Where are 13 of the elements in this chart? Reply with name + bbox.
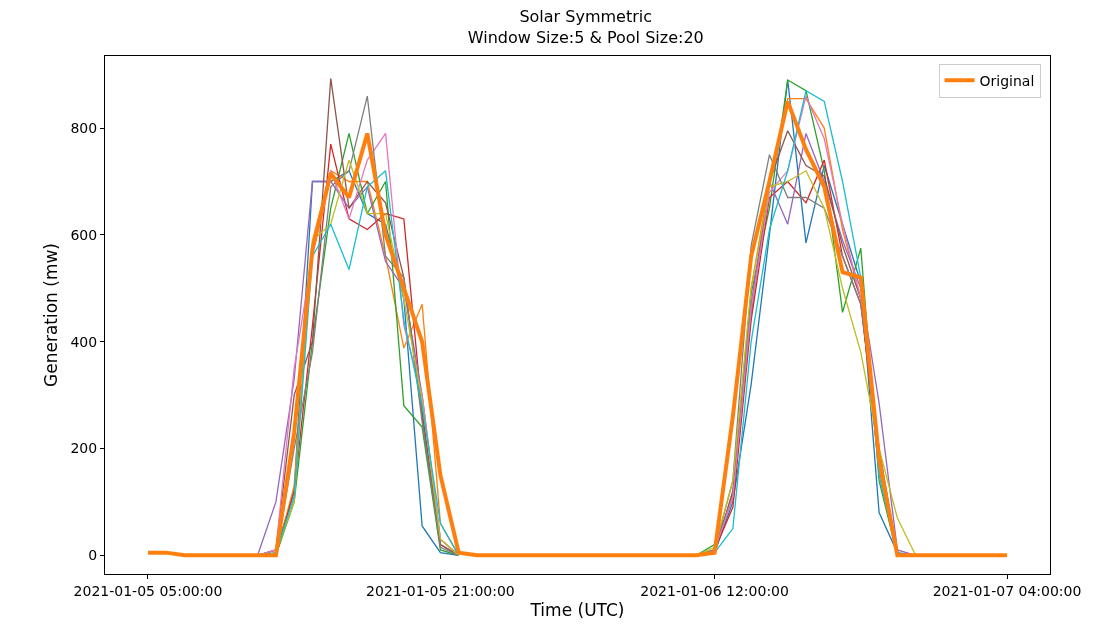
chart-title: Solar Symmetric Window Size:5 & Pool Size:20	[467, 7, 704, 47]
x-tick-label: 2021-01-06 12:00:00	[640, 582, 789, 599]
y-tick-label: 800	[70, 119, 98, 136]
y-tick-label: 600	[70, 226, 98, 243]
x-tick-label: 2021-01-07 04:00:00	[932, 582, 1082, 599]
y-tick-label: 400	[70, 333, 98, 350]
y-axis-title: Generation (mw)	[41, 243, 62, 387]
x-tick-label: 2021-01-05 05:00:00	[73, 582, 223, 599]
x-axis-title: Time (UTC)	[529, 600, 625, 621]
legend-label: Original	[979, 72, 1035, 89]
x-tick-label: 2021-01-05 21:00:00	[366, 582, 515, 599]
y-tick-label: 200	[70, 440, 98, 457]
y-tick-label: 0	[88, 547, 98, 564]
